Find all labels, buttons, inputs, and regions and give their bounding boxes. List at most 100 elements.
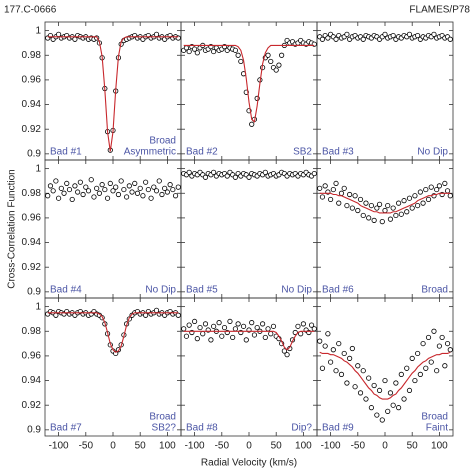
panel-note: SB2? (152, 423, 177, 434)
data-point (243, 337, 249, 343)
data-point (126, 183, 132, 189)
data-point (129, 189, 135, 195)
panel-note: No Dip (281, 285, 312, 296)
fit-line (47, 36, 179, 152)
data-point (382, 207, 388, 214)
data-point (412, 193, 418, 199)
data-point (336, 200, 342, 206)
data-point (45, 193, 51, 199)
data-point (113, 350, 119, 357)
data-point (281, 348, 287, 354)
data-point (284, 352, 290, 358)
y-tick-label: 0.96 (22, 213, 42, 224)
data-point (319, 36, 326, 42)
data-point (363, 396, 369, 402)
data-point (387, 390, 394, 396)
data-point (344, 380, 350, 386)
data-point (338, 371, 345, 377)
fit-line (319, 192, 451, 214)
x-tick-label: 100 (431, 441, 448, 452)
data-point (412, 377, 418, 384)
data-point (273, 67, 279, 73)
y-tick-label: 1 (35, 25, 41, 36)
data-point (390, 402, 396, 408)
y-tick-label: 0.94 (22, 99, 42, 110)
data-point (376, 201, 383, 207)
data-point (145, 186, 151, 193)
panel-frame (316, 159, 454, 299)
data-point (404, 209, 410, 215)
data-point (352, 193, 358, 199)
data-point (439, 334, 445, 341)
data-point (357, 390, 364, 396)
data-point (99, 182, 105, 188)
data-point (249, 320, 255, 326)
data-point (69, 196, 75, 203)
data-point (368, 405, 374, 411)
fit-line (183, 44, 315, 123)
panel-frame (316, 21, 454, 161)
data-point (235, 52, 241, 58)
data-point (240, 323, 247, 329)
data-point (385, 202, 391, 209)
data-point (295, 323, 301, 329)
data-point (85, 188, 92, 194)
y-tick-label: 0.92 (22, 262, 42, 273)
data-point (202, 321, 209, 327)
data-point (431, 31, 437, 37)
data-point (341, 185, 347, 191)
data-point (175, 312, 181, 318)
data-point (219, 333, 225, 339)
data-point (406, 31, 413, 37)
data-point (265, 52, 271, 58)
data-point (349, 345, 355, 352)
fit-line (183, 330, 315, 351)
panel-note: Broad (421, 412, 448, 423)
x-axis-label: Radial Velocity (km/s) (201, 458, 297, 469)
data-point (327, 196, 334, 203)
panel-label: Bad #3 (322, 147, 354, 158)
data-point (262, 169, 268, 175)
data-point (376, 387, 383, 394)
data-point (72, 183, 78, 189)
data-point (325, 35, 331, 41)
y-tick-label: 0.96 (22, 351, 42, 362)
data-point (232, 326, 238, 332)
data-point (327, 359, 334, 365)
data-point (107, 180, 113, 187)
data-point (434, 186, 440, 193)
data-point (53, 178, 59, 184)
data-point (186, 322, 192, 328)
x-tick-label: 0 (246, 441, 252, 452)
data-point (175, 184, 181, 190)
data-point (333, 36, 339, 42)
data-point (115, 191, 122, 198)
data-point (211, 169, 217, 175)
data-point (319, 194, 326, 200)
data-point (325, 331, 331, 337)
data-point (64, 180, 70, 187)
data-point (238, 58, 244, 65)
data-point (75, 189, 81, 195)
header-left: 177.C-0666 (4, 5, 57, 16)
data-point (436, 183, 442, 189)
panel-note: Dip? (291, 423, 312, 434)
data-point (431, 328, 437, 334)
data-point (357, 196, 364, 203)
x-tick-label: -50 (215, 441, 230, 452)
data-point (360, 212, 366, 219)
data-point (347, 191, 353, 198)
data-point (251, 332, 258, 338)
data-point (151, 184, 157, 190)
data-point (148, 195, 154, 201)
data-point (66, 186, 73, 193)
data-point (447, 193, 453, 199)
data-point (80, 191, 86, 198)
data-point (415, 350, 421, 357)
data-point (349, 205, 355, 211)
data-point (143, 179, 149, 185)
x-tick-label: 50 (271, 441, 283, 452)
data-point (355, 207, 361, 214)
data-point (371, 217, 377, 223)
